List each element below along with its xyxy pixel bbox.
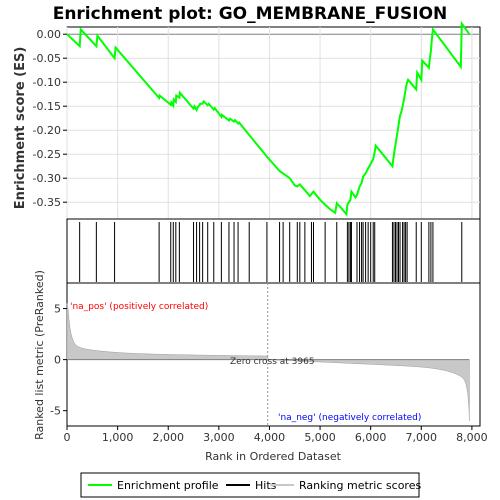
es-y-tick-label: 0.00 (37, 28, 62, 41)
x-tick-label: 5,000 (304, 431, 336, 444)
es-y-tick-label: -0.35 (33, 196, 61, 209)
es-y-tick-label: -0.20 (33, 124, 61, 137)
es-line-group (66, 20, 471, 217)
x-tick-label: 0 (64, 431, 71, 444)
pos-label: 'na_pos' (positively correlated) (70, 302, 208, 312)
es-grid (66, 27, 480, 219)
enrichment-profile-line (66, 20, 471, 217)
hits-panel-frame (66, 218, 481, 284)
metric-y-tick-label: 5 (54, 303, 61, 316)
metric-y-tick-label: 0 (54, 354, 61, 367)
zero-cross-label: Zero cross at 3965 (230, 357, 315, 367)
neg-label: 'na_neg' (negatively correlated) (278, 413, 421, 423)
legend-label-enrichment: Enrichment profile (117, 479, 219, 492)
x-axis-label: Rank in Ordered Dataset (205, 450, 342, 463)
es-panel-frame (66, 26, 481, 220)
legend-label-metric: Ranking metric scores (299, 479, 421, 492)
metric-group (66, 283, 470, 426)
x-tick-label: 4,000 (254, 431, 286, 444)
es-y-tick-label: -0.25 (33, 148, 61, 161)
metric-y-axis-label: Ranked list metric (PreRanked) (33, 270, 46, 440)
x-ticks: 0 1,000 2,000 3,000 4,000 5,000 6,000 7,000 8,00… (64, 426, 488, 444)
es-y-axis-label: Enrichment score (ES) (13, 47, 28, 210)
metric-y-ticks: 5 0 -5 (50, 303, 67, 418)
metric-y-tick-label: -5 (50, 405, 61, 418)
es-y-tick-label: -0.10 (33, 76, 61, 89)
es-y-tick-label: -0.05 (33, 52, 61, 65)
x-tick-label: 3,000 (203, 431, 235, 444)
es-y-tick-label: -0.30 (33, 172, 61, 185)
x-tick-label: 2,000 (152, 431, 184, 444)
es-y-tick-label: -0.15 (33, 100, 61, 113)
hits-group (79, 222, 463, 282)
x-tick-label: 8,000 (456, 431, 488, 444)
x-tick-label: 6,000 (355, 431, 387, 444)
x-tick-label: 1,000 (102, 431, 134, 444)
x-tick-label: 7,000 (406, 431, 438, 444)
chart-title: Enrichment plot: GO_MEMBRANE_FUSION (53, 4, 448, 24)
legend-label-hits: Hits (255, 479, 277, 492)
es-y-ticks: 0.00 -0.05 -0.10 -0.15 -0.20 -0.25 -0.30 -0.35 (33, 28, 67, 209)
